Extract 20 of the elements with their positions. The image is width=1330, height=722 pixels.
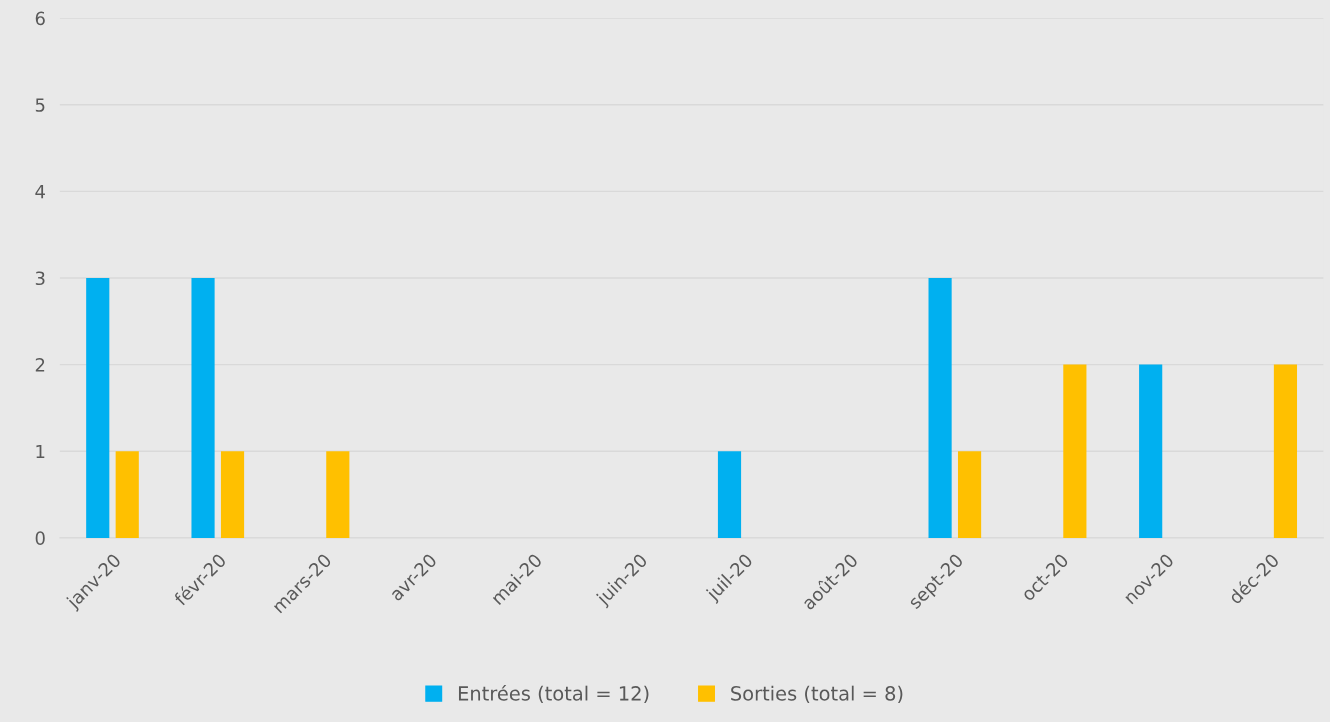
bar (86, 277, 110, 538)
legend-label: Entrées (total = 12) (458, 684, 649, 704)
y-tick-label: 4 (35, 185, 45, 199)
bar (1273, 364, 1298, 538)
bar (326, 451, 350, 538)
y-tick-label: 5 (35, 98, 45, 112)
bar (957, 451, 982, 538)
y-tick-label: 3 (35, 271, 45, 286)
bar (1063, 364, 1087, 538)
bar (115, 451, 139, 538)
y-tick-label: 0 (35, 531, 45, 546)
bar (928, 277, 952, 538)
bar (717, 451, 742, 538)
y-tick-label: 1 (36, 444, 45, 459)
y-tick-label: 6 (35, 11, 45, 26)
y-tick-label: 2 (35, 358, 45, 372)
bar (220, 451, 245, 538)
legend-label: Sorties (total = 8) (731, 685, 903, 704)
bar (1139, 364, 1163, 538)
bar (191, 277, 215, 538)
